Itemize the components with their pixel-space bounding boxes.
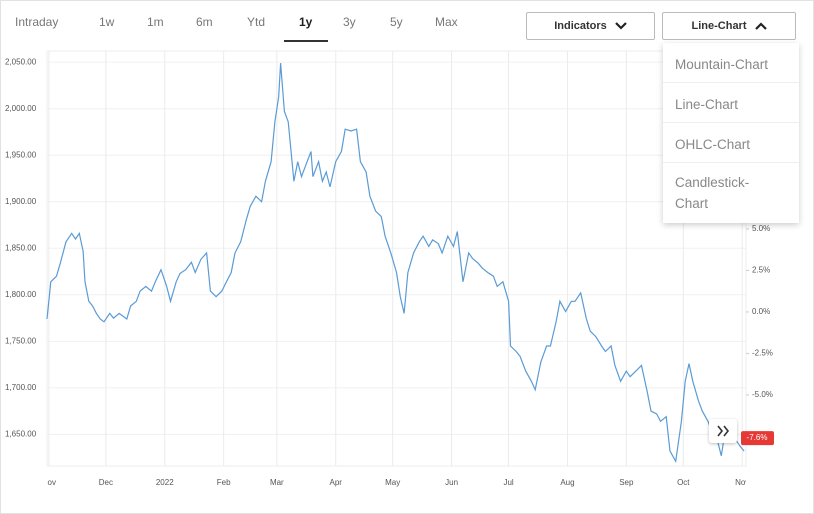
x-tick-label: 2022 xyxy=(156,478,174,487)
x-tick-label: Nov xyxy=(42,478,56,487)
y-tick-label: 1,900.00 xyxy=(5,197,37,206)
scroll-button[interactable] xyxy=(709,419,737,443)
double-chevron xyxy=(717,425,730,437)
button-label: Indicators xyxy=(554,20,607,32)
button-label: Line-Chart xyxy=(691,20,747,32)
chevron-down xyxy=(615,22,627,30)
y-tick-label: 1,750.00 xyxy=(5,336,37,345)
range-tab[interactable]: 3y xyxy=(343,15,356,29)
menu-item[interactable]: Candlestick-Chart xyxy=(675,175,750,211)
menu-item[interactable]: Line-Chart xyxy=(663,83,799,123)
range-tab[interactable]: Ytd xyxy=(247,15,266,29)
x-tick-label: Feb xyxy=(217,478,231,487)
y2-tick-label: 2.5% xyxy=(752,266,770,275)
x-tick-label: Nov xyxy=(735,478,749,487)
range-tab[interactable]: 1w xyxy=(99,15,115,29)
x-axis: Nov Dec 2022 Feb Mar Apr May Jun Jul Aug Sep Oct Nov xyxy=(42,478,749,487)
y-tick-label: 1,700.00 xyxy=(5,383,37,392)
x-tick-label: Jul xyxy=(503,478,513,487)
y2-tick-label: 0.0% xyxy=(752,307,770,316)
y-tick-label: 1,650.00 xyxy=(5,429,37,438)
chevron-up xyxy=(754,22,767,30)
y-tick-label: 1,850.00 xyxy=(5,243,37,252)
value-badge-label: -7.6% xyxy=(747,433,768,442)
x-tick-label: Mar xyxy=(270,478,284,487)
active-underline xyxy=(284,40,328,42)
chart-type-menu: Mountain-Chart Line-Chart OHLC-Chart Can… xyxy=(663,43,799,223)
x-tick-label: Aug xyxy=(560,478,574,487)
x-tick-label: Jun xyxy=(445,478,458,487)
y2-tick-label: -2.5% xyxy=(752,349,773,358)
range-tab[interactable]: 6m xyxy=(196,15,213,29)
x-tick-label: Dec xyxy=(99,478,113,487)
chart-type-button[interactable]: Line-Chart xyxy=(662,12,796,40)
menu-item[interactable]: OHLC-Chart xyxy=(663,123,799,163)
price-line xyxy=(46,63,745,464)
indicators-button[interactable]: Indicators xyxy=(526,12,655,40)
x-tick-label: Sep xyxy=(619,478,634,487)
x-tick-label: Apr xyxy=(329,478,342,487)
value-badge xyxy=(741,431,774,446)
range-tab[interactable]: Intraday xyxy=(15,15,59,29)
range-tab[interactable]: 1y xyxy=(299,15,313,29)
menu-item[interactable]: Mountain-Chart xyxy=(663,43,799,83)
x-tick-label: Oct xyxy=(677,478,690,487)
y-tick-label: 1,950.00 xyxy=(5,150,37,159)
y-tick-label: 2,000.00 xyxy=(5,104,37,113)
x-tick-label: May xyxy=(385,478,400,487)
range-tab[interactable]: 1m xyxy=(147,15,164,29)
y-tick-label: 1,800.00 xyxy=(5,290,37,299)
range-tab[interactable]: Max xyxy=(435,15,458,29)
y2-tick-label: 5.0% xyxy=(752,224,770,233)
y2-tick-label: -5.0% xyxy=(752,390,773,399)
plot-frame xyxy=(46,50,747,467)
y-tick-label: 2,050.00 xyxy=(5,57,37,66)
range-tab[interactable]: 5y xyxy=(390,15,403,29)
